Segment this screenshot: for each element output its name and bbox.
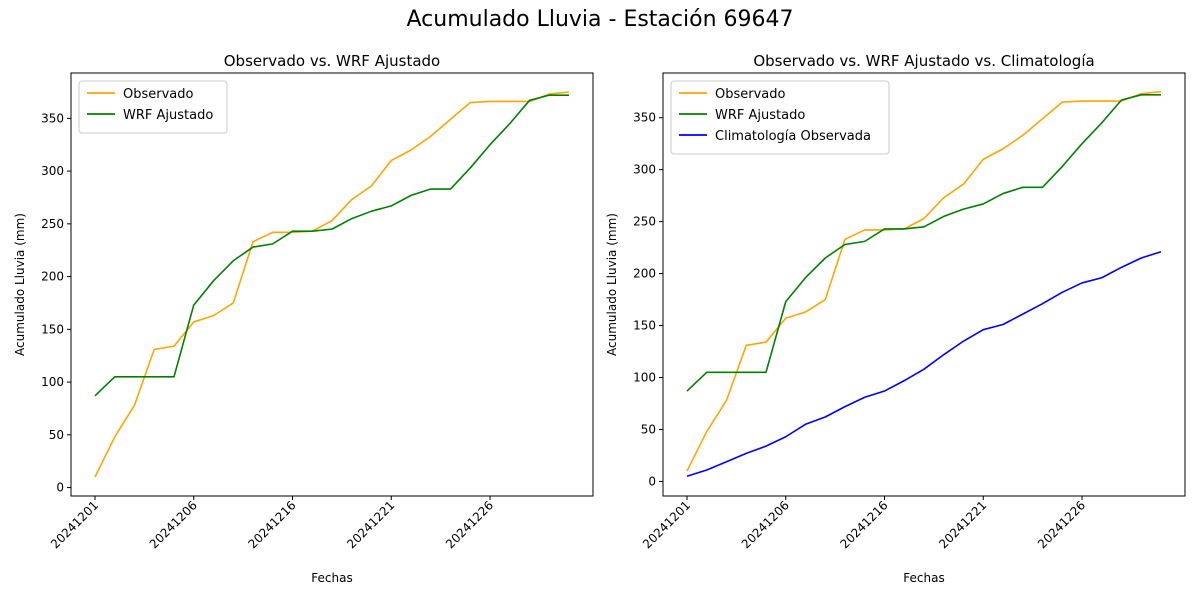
series-line-observado bbox=[94, 91, 570, 478]
y-tick-label: 300 bbox=[633, 163, 656, 177]
y-tick-label: 100 bbox=[633, 371, 656, 385]
chart-title: Observado vs. WRF Ajustado bbox=[224, 52, 440, 70]
legend-label: Observado bbox=[715, 87, 786, 102]
figure-title: Acumulado Lluvia - Estación 69647 bbox=[406, 7, 794, 32]
y-tick-label: 150 bbox=[633, 319, 656, 333]
chart-title: Observado vs. WRF Ajustado vs. Climatolo… bbox=[753, 52, 1094, 70]
y-tick-label: 0 bbox=[648, 474, 656, 488]
legend-label: WRF Ajustado bbox=[123, 108, 213, 123]
chart-panel-2: Observado vs. WRF Ajustado vs. Climatolo… bbox=[605, 52, 1186, 585]
y-tick-label: 250 bbox=[41, 217, 64, 231]
x-axis-label: Fechas bbox=[903, 571, 944, 585]
y-tick-label: 350 bbox=[41, 111, 64, 125]
legend-label: Climatología Observada bbox=[715, 129, 871, 144]
y-tick-label: 250 bbox=[633, 215, 656, 229]
x-tick-label: 20241226 bbox=[443, 498, 496, 551]
y-axis-label: Acumulado Lluvia (mm) bbox=[13, 213, 27, 356]
x-tick-label: 20241206 bbox=[739, 498, 792, 551]
y-tick-label: 0 bbox=[56, 481, 64, 495]
x-tick-label: 20241201 bbox=[48, 498, 101, 551]
x-tick-label: 20241226 bbox=[1035, 498, 1088, 551]
y-tick-label: 50 bbox=[641, 422, 656, 436]
y-tick-label: 50 bbox=[49, 428, 64, 442]
y-axis-label: Acumulado Lluvia (mm) bbox=[605, 213, 619, 356]
legend-label: Observado bbox=[123, 87, 194, 102]
y-tick-label: 200 bbox=[633, 267, 656, 281]
legend-box bbox=[78, 80, 228, 134]
legend-box bbox=[670, 80, 890, 155]
legend-label: WRF Ajustado bbox=[715, 108, 805, 123]
x-tick-label: 20241216 bbox=[246, 498, 299, 551]
x-axis-label: Fechas bbox=[311, 571, 352, 585]
y-tick-label: 350 bbox=[633, 111, 656, 125]
y-tick-label: 150 bbox=[41, 322, 64, 336]
y-tick-label: 200 bbox=[41, 270, 64, 284]
legend: Observado WRF Ajustado Climatología Observ… bbox=[670, 80, 890, 155]
series-line-wrf-ajustado bbox=[94, 94, 569, 397]
chart-panel-1: Observado vs. WRF Ajustado 0 50 100 150 200 25… bbox=[13, 52, 594, 585]
x-tick-label: 20241216 bbox=[838, 498, 891, 551]
series-line-climatología-observada bbox=[686, 250, 1162, 478]
plot-frame bbox=[662, 72, 1186, 497]
x-tick-label: 20241221 bbox=[936, 498, 989, 551]
legend: Observado WRF Ajustado bbox=[78, 80, 228, 134]
series-line-wrf-ajustado bbox=[686, 94, 1161, 392]
series-line-observado bbox=[686, 90, 1162, 472]
x-tick-label: 20241201 bbox=[640, 498, 693, 551]
y-tick-label: 100 bbox=[41, 375, 64, 389]
x-tick-label: 20241206 bbox=[147, 498, 200, 551]
x-tick-label: 20241221 bbox=[344, 498, 397, 551]
plot-frame bbox=[70, 72, 594, 497]
y-tick-label: 300 bbox=[41, 164, 64, 178]
